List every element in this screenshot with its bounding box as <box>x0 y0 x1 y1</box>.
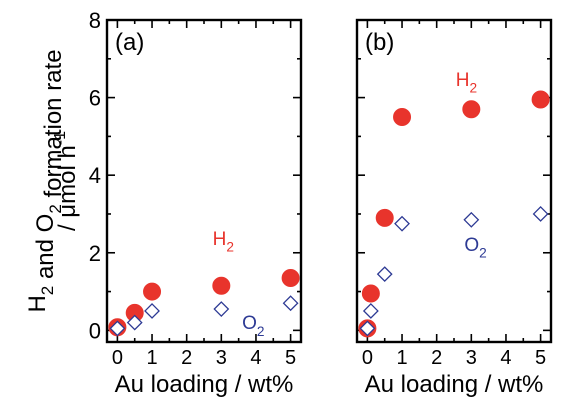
o2-label: O2 <box>242 313 264 339</box>
y-axis-label-unit: / μmol h-1 <box>52 131 81 231</box>
y-tick-label: 2 <box>89 241 101 266</box>
y-axis-label: H2 and O2 formation rate <box>24 49 67 312</box>
x-tick-label: 3 <box>466 347 477 369</box>
x-tick-label: 3 <box>216 347 227 369</box>
o2-point <box>359 320 376 337</box>
series-h2 <box>358 90 550 338</box>
o2-point <box>532 206 549 222</box>
h2-point <box>393 107 412 126</box>
x-axis-label: Au loading / wt% <box>365 371 544 397</box>
y-tick-label: 8 <box>89 8 101 33</box>
h2-point <box>375 208 394 227</box>
plot-frame <box>105 18 303 344</box>
o2-point <box>362 303 379 319</box>
x-tick-label: 5 <box>285 347 296 369</box>
x-tick-label: 0 <box>112 347 123 369</box>
o2-point <box>394 215 410 232</box>
o2-point <box>126 314 143 331</box>
o2-point <box>376 266 393 283</box>
o2-point <box>109 320 126 337</box>
x-tick-label: 4 <box>500 347 511 369</box>
x-tick-label: 1 <box>146 347 157 369</box>
panels: 0 1 2 3 4 5 0 2 4 6 8 (a) Au loading / wt% H2 O2 0 1 2 3 4 5… <box>89 8 553 397</box>
y-tick-label: 0 <box>89 318 101 343</box>
h2-point <box>143 282 162 301</box>
series-o2 <box>359 206 549 337</box>
h2-point <box>212 276 231 295</box>
panel-b: 0 1 2 3 4 5 (b) Au loading / wt% H2 O2 <box>355 18 553 397</box>
o2-point <box>282 295 299 312</box>
panel-label: (a) <box>115 29 144 56</box>
h2-point <box>462 100 481 119</box>
o2-label: O2 <box>464 235 486 261</box>
y-tick-label: 6 <box>89 86 101 111</box>
panel-label: (b) <box>365 29 394 56</box>
h2-label: H2 <box>213 229 234 255</box>
o2-point <box>144 303 160 319</box>
h2-label: H2 <box>456 70 477 96</box>
o2-point <box>463 211 480 228</box>
h2-point <box>281 268 300 287</box>
o2-point <box>213 301 230 317</box>
x-tick-label: 1 <box>396 347 407 369</box>
y-tick-label: 4 <box>89 163 101 188</box>
x-tick-label: 4 <box>250 347 261 369</box>
x-axis-label: Au loading / wt% <box>115 371 294 397</box>
panel-a: 0 1 2 3 4 5 0 2 4 6 8 (a) Au loading / wt% H2 O2 <box>89 8 303 397</box>
h2-point <box>531 90 550 109</box>
h2-point <box>361 284 380 303</box>
x-tick-label: 0 <box>362 347 373 369</box>
x-tick-label: 5 <box>535 347 546 369</box>
x-tick-label: 2 <box>181 347 192 369</box>
series-o2 <box>109 295 299 337</box>
plot-frame <box>355 18 553 344</box>
x-tick-label: 2 <box>431 347 442 369</box>
